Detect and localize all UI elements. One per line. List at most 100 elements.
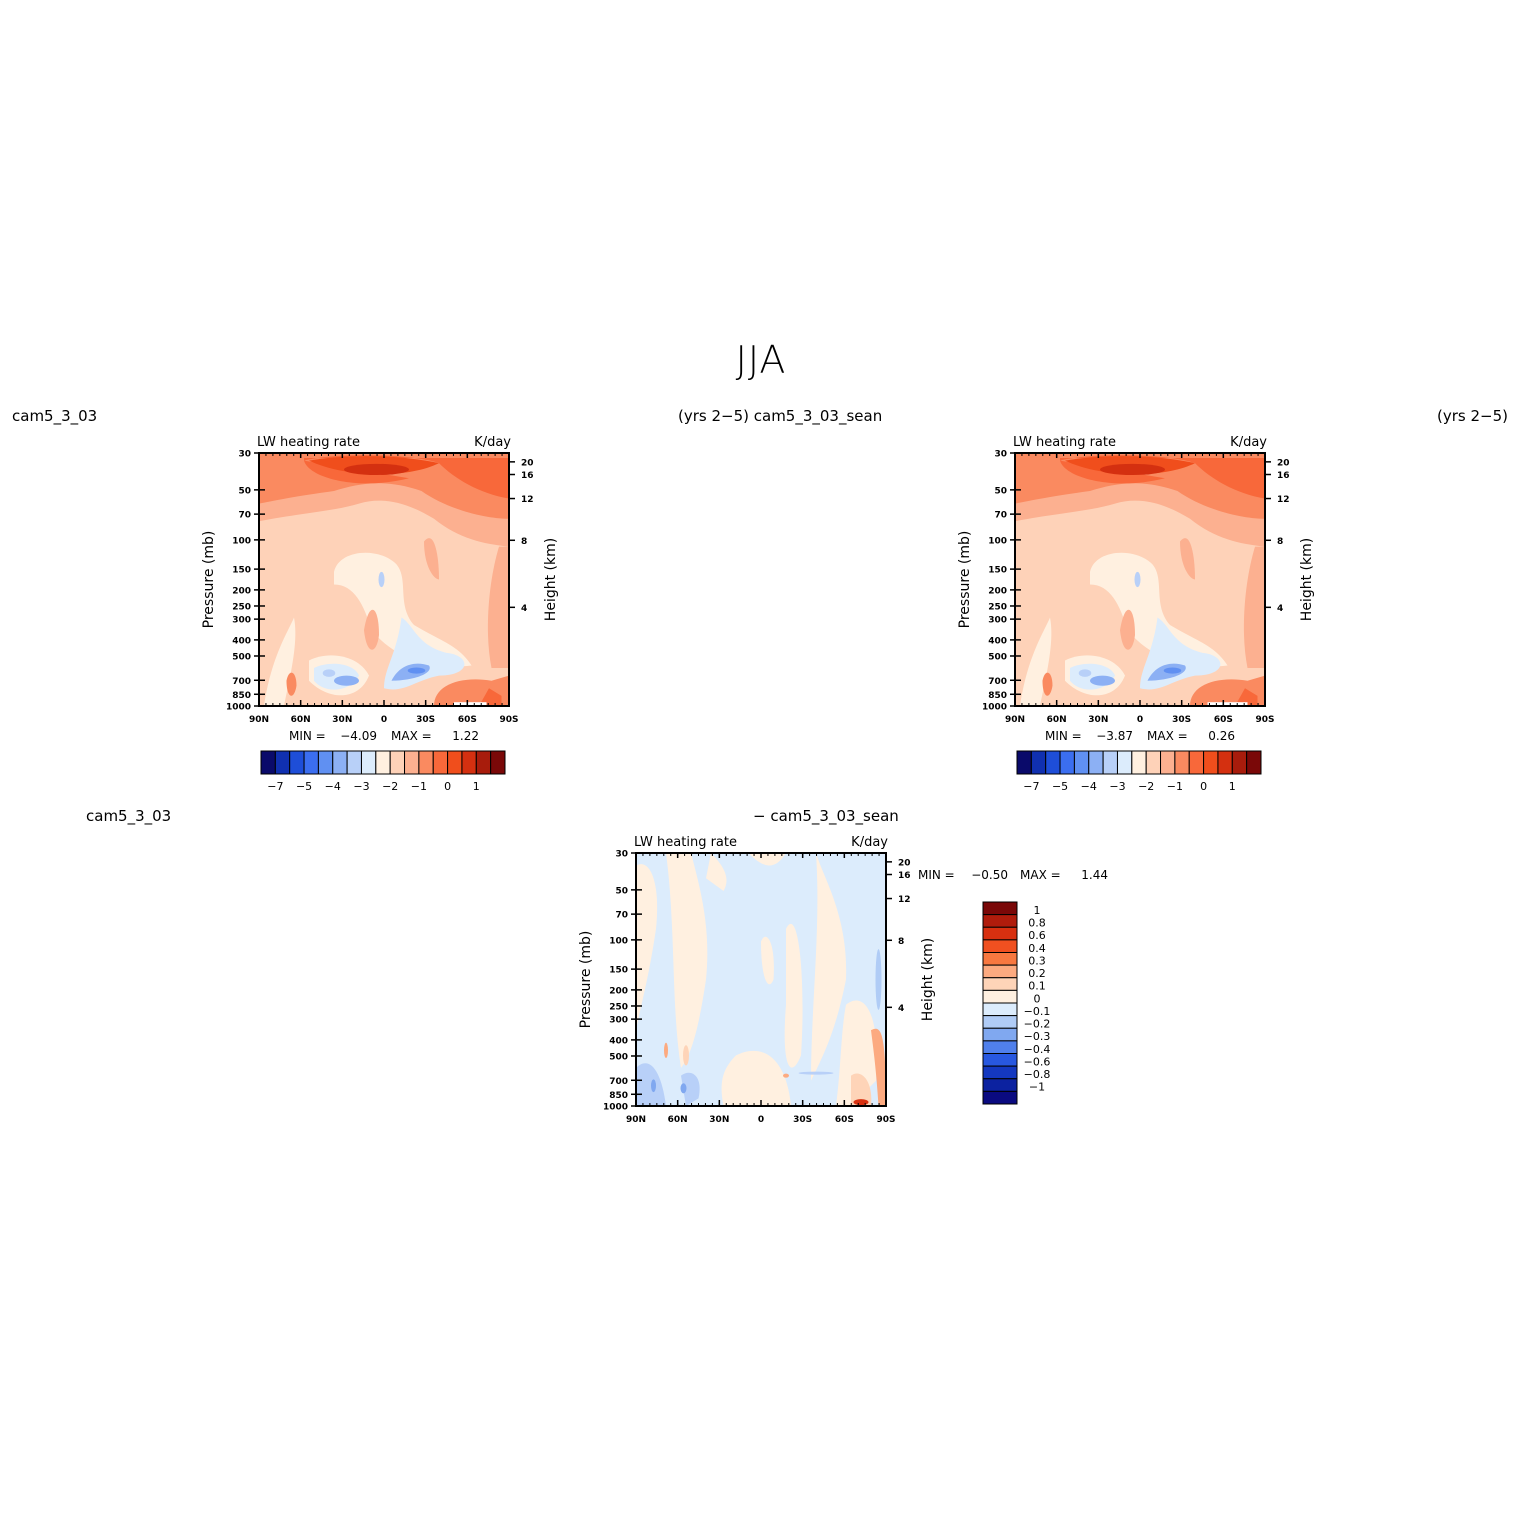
colorbar-box-0-5: [332, 750, 348, 775]
figure-title: JJA: [735, 338, 787, 382]
field-blue-nh-core: [1090, 675, 1115, 686]
panel-2: LW heating rate K/day 90N 60N 30N 0 30S 60S 90S 3…: [578, 835, 1108, 1125]
max-value-2: 1.44: [1081, 868, 1108, 882]
panel-units-0: K/day: [474, 435, 511, 450]
diff-peach-4: [784, 923, 803, 1068]
x-tick-label-2-5: 60S: [835, 1115, 854, 1125]
y-tick-label-1-1: 50: [994, 486, 1007, 496]
y-right-tick-label-2-0: 20: [898, 858, 911, 868]
colorbar-box-2-9: [982, 1015, 1018, 1029]
colorbar-box-1-1: [1030, 750, 1047, 775]
x-tick-label-0-0: 90N: [249, 715, 269, 725]
header-mid-bottom: − cam5_3_03_sean: [753, 807, 899, 825]
y-tick-label-0-9: 500: [232, 652, 251, 662]
colorbar-box-0-11: [418, 750, 434, 775]
min-label-2: MIN =: [918, 868, 955, 882]
x-tick-label-1-5: 60S: [1214, 715, 1233, 725]
colorbar-label-1-2: −4: [1081, 780, 1097, 793]
x-tick-label-2-2: 30N: [709, 1115, 729, 1125]
panel-1: LW heating rate K/day 90N 60N 30N 0 30S 60S 90S 3…: [957, 435, 1315, 743]
colorbar-box-1-10: [1160, 750, 1176, 775]
colorbar-label-0-4: −2: [382, 780, 398, 793]
x-tick-label-2-4: 30S: [793, 1115, 812, 1125]
field-core-dark: [1100, 463, 1165, 476]
panel-0: LW heating rate K/day 90N 60N 30N 0 30S 60S 90S 3…: [201, 435, 559, 743]
x-tick-label-1-3: 0: [1137, 715, 1143, 725]
colorbar-box-2-3: [982, 939, 1018, 953]
diff-peach-2: [706, 853, 727, 891]
diff-blue-2: [681, 1072, 700, 1106]
field-tongue-2: [424, 538, 439, 580]
y-tick-label-2-4: 150: [609, 966, 628, 976]
y-tick-label-0-8: 400: [232, 636, 251, 646]
colorbar-label-2-7: 0: [1034, 992, 1041, 1005]
diff-blue-1: [636, 1063, 666, 1106]
colorbar-box-0-13: [447, 750, 463, 775]
y-axis-label-2: Pressure (mb): [578, 931, 594, 1029]
x-tick-label-2-0: 90N: [626, 1115, 646, 1125]
field-light-mid: [334, 552, 472, 667]
diff-peach-8: [761, 936, 774, 985]
y-tick-label-0-11: 850: [232, 691, 251, 701]
colorbar-box-2-7: [982, 989, 1018, 1004]
colorbar-label-1-4: −2: [1138, 780, 1154, 793]
colorbar-label-0-2: −4: [325, 780, 341, 793]
header-right-top: (yrs 2−5): [1437, 407, 1508, 425]
y-tick-label-0-2: 70: [238, 511, 251, 521]
min-value-1: −3.87: [1096, 729, 1133, 743]
colorbar-box-1-4: [1073, 750, 1090, 775]
y-axis-label-0: Pressure (mb): [201, 531, 217, 629]
colorbar-box-1-3: [1059, 750, 1075, 775]
colorbar-label-2-11: −0.4: [1024, 1043, 1051, 1056]
colorbar-box-1-0: [1016, 750, 1032, 775]
colorbar-label-2-0: 1: [1034, 904, 1041, 917]
colorbar-box-0-14: [461, 750, 477, 775]
x-tick-label-2-3: 0: [758, 1115, 764, 1125]
diff-peach-0: [636, 864, 658, 1031]
y-tick-label-1-0: 30: [994, 450, 1007, 460]
y-right-tick-label-2-2: 12: [898, 895, 911, 905]
colorbar-label-0-5: −1: [411, 780, 427, 793]
max-label-1: MAX =: [1147, 729, 1188, 743]
diff-pos-5: [851, 1073, 872, 1106]
colorbar-box-0-9: [389, 750, 406, 775]
colorbar-label-1-6: 0: [1200, 780, 1207, 793]
y-tick-label-0-7: 300: [232, 616, 251, 626]
y-tick-label-1-7: 300: [988, 616, 1007, 626]
y-axis-label-1: Pressure (mb): [957, 531, 973, 629]
panel-title-left-1: LW heating rate: [1013, 435, 1116, 450]
colorbar-label-2-5: 0.2: [1028, 967, 1046, 980]
min-value-2: −0.50: [971, 868, 1008, 882]
colorbar-box-0-8: [375, 750, 391, 775]
y-right-tick-label-0-3: 8: [521, 537, 527, 547]
colorbar-label-2-12: −0.6: [1024, 1055, 1051, 1068]
y-right-tick-label-1-4: 4: [1277, 604, 1283, 614]
colorbar-box-2-8: [982, 1002, 1018, 1017]
y-tick-label-0-4: 150: [232, 566, 251, 576]
diff-peach-5: [811, 853, 847, 1081]
colorbar-box-0-3: [303, 750, 319, 775]
diff-pos-4: [871, 1028, 886, 1106]
colorbar-box-1-11: [1174, 750, 1190, 775]
colorbar-box-0-10: [404, 750, 420, 775]
min-label-1: MIN =: [1045, 729, 1082, 743]
field-sh-mask: [1207, 702, 1248, 706]
y-tick-label-2-9: 500: [609, 1052, 628, 1062]
colorbar-label-1-1: −5: [1052, 780, 1068, 793]
y-tick-label-2-0: 30: [615, 850, 628, 860]
colorbar-label-1-7: 1: [1229, 780, 1236, 793]
colorbar-box-1-8: [1131, 750, 1147, 775]
max-value-1: 0.26: [1208, 729, 1235, 743]
colorbar-box-1-15: [1231, 750, 1248, 775]
x-tick-label-0-5: 60S: [458, 715, 477, 725]
field-blue-nh-2: [1078, 669, 1092, 677]
colorbar-box-1-13: [1203, 750, 1219, 775]
diff-blue-3: [651, 1079, 656, 1093]
y-tick-label-1-3: 100: [988, 536, 1007, 546]
y-tick-label-0-5: 200: [232, 586, 251, 596]
diff-pos-1: [683, 1045, 689, 1066]
colorbar-label-2-8: −0.1: [1024, 1005, 1051, 1018]
field-tongue-2: [1180, 538, 1195, 580]
colorbar-box-0-15: [475, 750, 492, 775]
x-tick-label-1-0: 90N: [1005, 715, 1025, 725]
